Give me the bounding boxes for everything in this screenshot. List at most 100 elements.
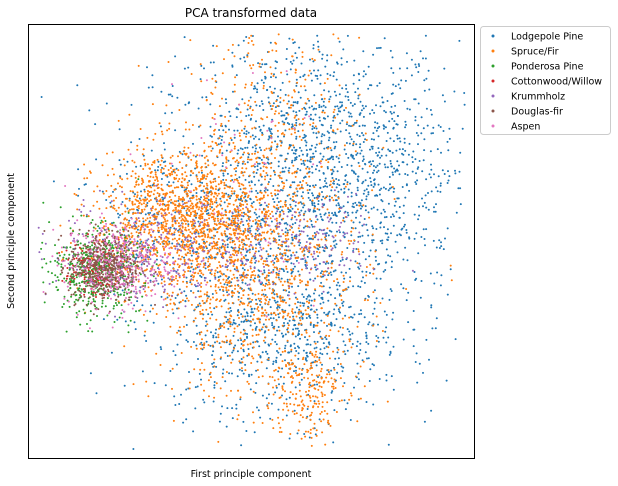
scatter-point	[294, 71, 297, 74]
scatter-point	[209, 254, 212, 257]
scatter-point	[138, 212, 141, 214]
scatter-point	[273, 379, 276, 382]
scatter-point	[179, 258, 182, 261]
scatter-point	[142, 168, 145, 170]
scatter-point	[317, 376, 319, 378]
scatter-point	[359, 112, 362, 115]
scatter-point	[410, 58, 413, 61]
scatter-point	[415, 352, 418, 355]
scatter-point	[216, 231, 219, 234]
scatter-point	[333, 90, 336, 93]
scatter-point	[180, 184, 183, 187]
scatter-point	[355, 211, 358, 214]
scatter-point	[175, 200, 178, 203]
scatter-point	[336, 170, 339, 173]
scatter-point	[389, 150, 392, 153]
scatter-point	[249, 118, 252, 121]
scatter-point	[315, 132, 318, 135]
scatter-point	[336, 346, 339, 349]
scatter-point	[160, 187, 163, 190]
scatter-point	[278, 239, 281, 241]
scatter-point	[290, 275, 293, 278]
scatter-point	[220, 285, 223, 288]
scatter-point	[337, 197, 340, 200]
scatter-point	[286, 112, 289, 115]
scatter-point	[310, 220, 313, 222]
scatter-point	[331, 221, 334, 224]
scatter-point	[203, 230, 205, 233]
scatter-point	[174, 211, 177, 214]
scatter-point	[253, 165, 256, 168]
scatter-point	[300, 373, 303, 375]
scatter-point	[148, 167, 151, 170]
scatter-point	[136, 208, 139, 211]
scatter-point	[383, 163, 386, 166]
scatter-point	[225, 149, 228, 152]
scatter-point	[300, 162, 303, 165]
scatter-point	[306, 355, 309, 358]
scatter-point	[214, 257, 217, 260]
scatter-point	[286, 232, 289, 235]
scatter-point	[393, 187, 396, 190]
scatter-point	[189, 174, 192, 177]
scatter-point	[284, 205, 287, 208]
scatter-point	[186, 181, 189, 184]
scatter-point	[249, 324, 252, 327]
scatter-point	[292, 251, 295, 254]
scatter-point	[348, 316, 351, 319]
scatter-point	[187, 299, 190, 302]
scatter-point	[258, 138, 261, 141]
scatter-point	[279, 396, 282, 399]
scatter-point	[218, 261, 221, 264]
scatter-point	[229, 151, 232, 153]
scatter-point	[159, 163, 162, 166]
scatter-point	[143, 190, 146, 193]
scatter-point	[439, 182, 442, 185]
scatter-point	[335, 186, 338, 189]
scatter-point	[264, 336, 266, 339]
scatter-point	[168, 253, 171, 256]
scatter-point	[334, 213, 337, 216]
scatter-point	[381, 148, 384, 151]
scatter-point	[125, 218, 128, 221]
scatter-point	[385, 326, 388, 329]
scatter-point	[255, 302, 258, 305]
scatter-point	[175, 206, 178, 209]
scatter-point	[356, 262, 359, 265]
scatter-point	[373, 289, 376, 292]
scatter-point	[393, 120, 396, 123]
scatter-point	[192, 194, 195, 197]
scatter-point	[203, 206, 206, 209]
scatter-point	[111, 224, 114, 227]
scatter-point	[201, 231, 204, 234]
scatter-point	[299, 76, 302, 79]
scatter-point	[321, 363, 323, 366]
scatter-point	[188, 206, 190, 209]
scatter-point	[226, 185, 229, 188]
scatter-point	[243, 268, 246, 271]
scatter-point	[269, 255, 272, 257]
scatter-point	[303, 136, 306, 139]
scatter-point	[285, 364, 287, 366]
scatter-point	[169, 370, 172, 372]
scatter-point	[356, 189, 359, 192]
scatter-point	[124, 320, 127, 323]
scatter-point	[318, 208, 321, 211]
scatter-point	[304, 358, 307, 361]
scatter-point	[332, 199, 335, 202]
scatter-point	[345, 271, 347, 274]
scatter-point	[207, 214, 210, 217]
scatter-point	[183, 315, 186, 318]
scatter-point	[78, 187, 80, 190]
scatter-point	[221, 191, 224, 194]
scatter-point	[326, 72, 329, 75]
scatter-point	[212, 350, 215, 353]
scatter-point	[242, 348, 245, 351]
scatter-point	[250, 311, 253, 314]
scatter-point	[209, 376, 212, 379]
scatter-point	[317, 332, 320, 335]
scatter-point	[341, 251, 344, 253]
scatter-point	[172, 168, 175, 171]
scatter-point	[283, 311, 286, 314]
scatter-point	[276, 300, 279, 303]
